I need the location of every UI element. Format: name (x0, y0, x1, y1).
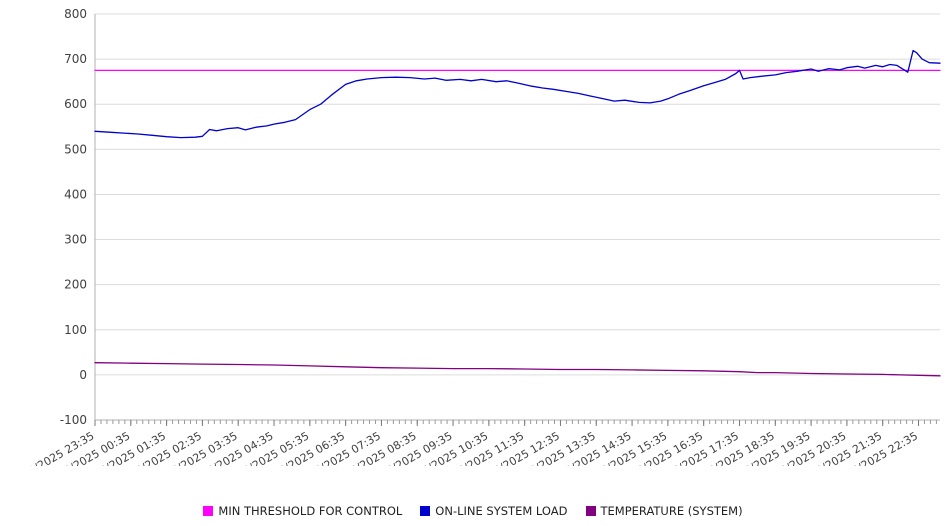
series-line-on-line-system-load (94, 49, 941, 139)
legend-item-online-system-load[interactable]: ON-LINE SYSTEM LOAD (420, 504, 568, 518)
online-system-load-swatch-icon (420, 506, 431, 516)
y-axis-tick-label: 700 (64, 52, 87, 66)
y-axis-tick-label: 0 (79, 368, 87, 382)
y-axis-tick-label: 300 (64, 233, 87, 247)
chart-legend: MIN THRESHOLD FOR CONTROL ON-LINE SYSTEM… (0, 504, 946, 518)
min-threshold-swatch-icon (203, 506, 214, 516)
y-axis-tick-label: 400 (64, 187, 87, 201)
series-line-temperature-system- (94, 362, 941, 377)
y-axis-tick-label: 800 (64, 7, 87, 21)
y-axis-tick-label: 200 (64, 278, 87, 292)
legend-label-online-system-load: ON-LINE SYSTEM LOAD (435, 504, 568, 518)
legend-label-min-threshold: MIN THRESHOLD FOR CONTROL (218, 504, 403, 518)
y-axis-tick-label: 100 (64, 323, 87, 337)
legend-item-temperature[interactable]: TEMPERATURE (SYSTEM) (585, 504, 743, 518)
y-axis-tick-label: 500 (64, 142, 87, 156)
legend-item-min-threshold[interactable]: MIN THRESHOLD FOR CONTROL (203, 504, 402, 518)
y-axis-tick-label: 600 (64, 97, 87, 111)
legend-label-temperature: TEMPERATURE (SYSTEM) (600, 504, 743, 518)
temperature-swatch-icon (585, 506, 596, 516)
y-axis-tick-label: -100 (60, 413, 87, 427)
